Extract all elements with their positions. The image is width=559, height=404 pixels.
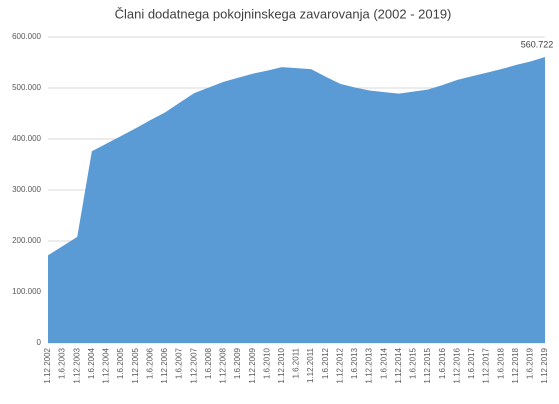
x-tick-label: 1.12.2016	[452, 347, 461, 383]
x-tick-label: 1.6.2012	[321, 347, 330, 379]
x-tick-label: 1.6.2018	[496, 347, 505, 379]
x-tick-label: 1.12.2013	[365, 347, 374, 383]
y-tick-label: 300.000	[12, 185, 41, 194]
x-tick-label: 1.12.2010	[277, 347, 286, 383]
x-tick-label: 1.12.2014	[394, 347, 403, 383]
chart-title: Člani dodatnega pokojninskega zavarovanj…	[115, 6, 452, 21]
y-tick-label: 400.000	[12, 134, 41, 143]
y-tick-label: 200.000	[12, 236, 41, 245]
x-tick-label: 1.12.2009	[248, 347, 257, 383]
x-tick-label: 1.6.2004	[87, 347, 96, 379]
y-tick-label: 500.000	[12, 83, 41, 92]
x-tick-label: 1.6.2007	[175, 347, 184, 379]
x-tick-label: 1.12.2005	[131, 347, 140, 383]
x-tick-label: 1.6.2019	[525, 347, 534, 379]
value-label: 560.722	[521, 39, 554, 49]
x-tick-label: 1.12.2011	[306, 347, 315, 383]
x-tick-label: 1.6.2013	[350, 347, 359, 379]
x-tick-label: 1.6.2011	[292, 347, 301, 378]
x-tick-label: 1.12.2004	[102, 347, 111, 383]
x-tick-label: 1.6.2015	[409, 347, 418, 379]
x-tick-label: 1.6.2014	[379, 347, 388, 379]
x-tick-label: 1.6.2005	[116, 347, 125, 379]
x-tick-label: 1.12.2007	[189, 347, 198, 383]
y-tick-label: 0	[37, 338, 42, 347]
x-tick-label: 1.12.2002	[43, 347, 52, 383]
x-tick-label: 1.12.2017	[482, 347, 491, 383]
y-tick-label: 100.000	[12, 287, 41, 296]
x-tick-label: 1.12.2015	[423, 347, 432, 383]
x-tick-label: 1.12.2008	[219, 347, 228, 383]
x-tick-label: 1.6.2009	[233, 347, 242, 379]
x-tick-label: 1.6.2003	[58, 347, 67, 379]
x-tick-label: 1.12.2018	[511, 347, 520, 383]
x-tick-label: 1.6.2017	[467, 347, 476, 379]
y-tick-label: 600.000	[12, 32, 41, 41]
x-tick-label: 1.6.2008	[204, 347, 213, 379]
area	[48, 57, 545, 344]
x-tick-label: 1.6.2010	[262, 347, 271, 379]
x-tick-label: 1.12.2019	[540, 347, 549, 383]
x-tick-label: 1.6.2006	[145, 347, 154, 379]
x-tick-label: 1.6.2016	[438, 347, 447, 379]
x-tick-label: 1.12.2006	[160, 347, 169, 383]
x-tick-label: 1.12.2003	[72, 347, 81, 383]
x-tick-label: 1.12.2012	[335, 347, 344, 383]
